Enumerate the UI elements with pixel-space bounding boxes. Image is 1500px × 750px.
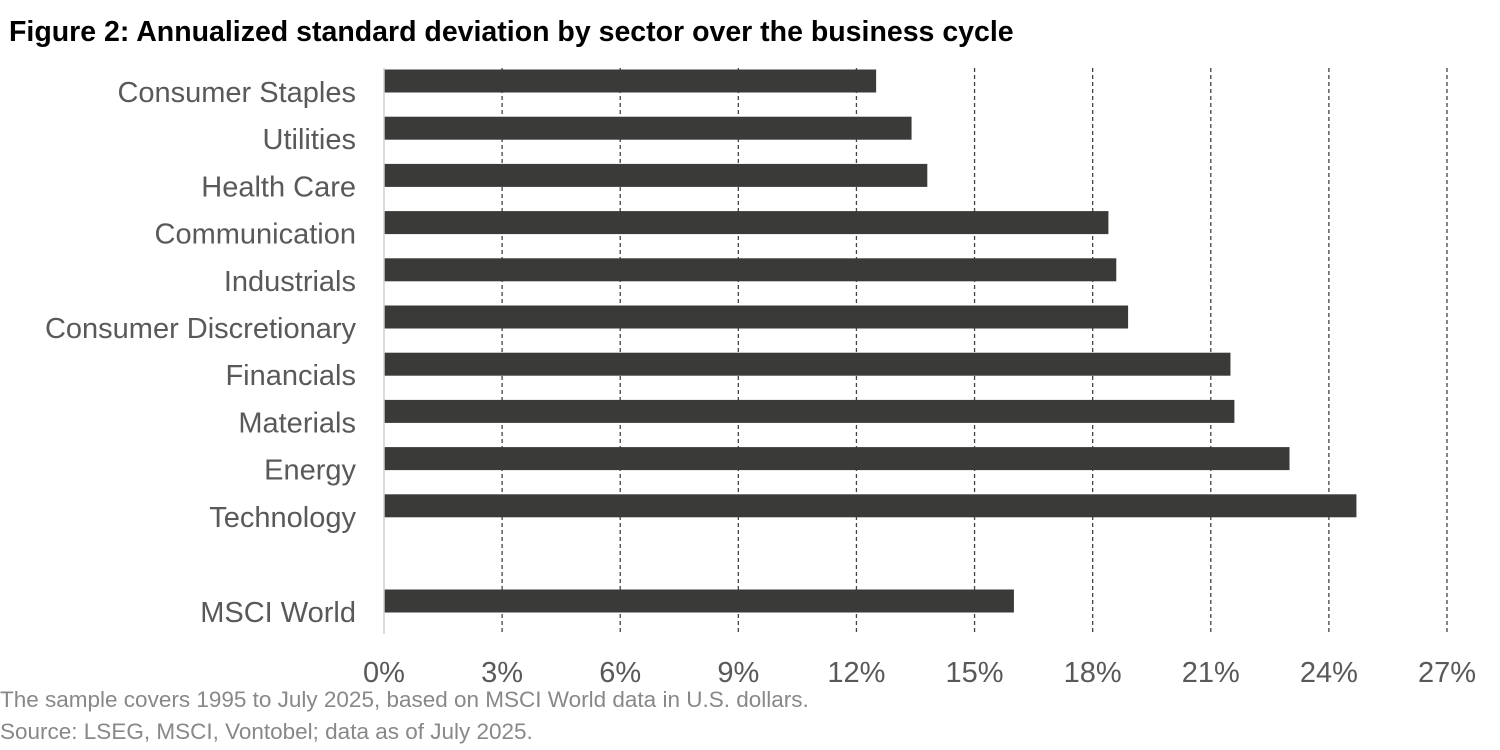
category-label-consumer-discretionary: Consumer Discretionary	[45, 313, 357, 345]
bar-msci-world	[384, 589, 1014, 613]
category-label-financials: Financials	[225, 360, 356, 392]
bar-utilities	[384, 116, 912, 140]
x-tick-label: 18%	[1064, 657, 1122, 689]
bars	[384, 69, 1357, 613]
category-label-industrials: Industrials	[224, 266, 356, 298]
bar-chart: Consumer Staples Utilities Health Care Comm…	[45, 68, 1476, 689]
x-tick-label: 6%	[599, 657, 641, 689]
category-label-utilities: Utilities	[263, 124, 356, 156]
source-note: Source: LSEG, MSCI, Vontobel; data as of…	[0, 719, 533, 744]
bar-industrials	[384, 258, 1117, 282]
bar-health-care	[384, 163, 928, 187]
x-tick-label: 9%	[717, 657, 759, 689]
bar-technology	[384, 494, 1357, 518]
x-tick-label: 3%	[481, 657, 523, 689]
category-label-technology: Technology	[209, 502, 356, 534]
category-label-materials: Materials	[238, 407, 356, 439]
category-label-health-care: Health Care	[201, 171, 356, 203]
x-tick-label: 0%	[363, 657, 405, 689]
category-label-communication: Communication	[155, 219, 356, 251]
x-tick-label: 24%	[1300, 657, 1358, 689]
category-labels: Consumer Staples Utilities Health Care Comm…	[45, 77, 357, 629]
x-axis-tick-labels: 0% 3% 6% 9% 12% 15% 18% 21% 24% 27%	[363, 657, 1476, 689]
x-tick-label: 15%	[946, 657, 1004, 689]
gridlines	[501, 68, 1448, 634]
category-label-consumer-staples: Consumer Staples	[117, 77, 356, 109]
chart-title: Figure 2: Annualized standard deviation …	[9, 16, 1014, 48]
sample-note: The sample covers 1995 to July 2025, bas…	[0, 687, 809, 712]
bar-materials	[384, 399, 1235, 423]
category-label-energy: Energy	[264, 455, 356, 487]
bar-financials	[384, 352, 1231, 376]
bar-energy	[384, 447, 1290, 471]
bar-communication	[384, 211, 1109, 235]
x-tick-label: 21%	[1182, 657, 1240, 689]
x-tick-label: 27%	[1418, 657, 1476, 689]
category-label-msci-world: MSCI World	[200, 597, 356, 629]
x-tick-label: 12%	[827, 657, 885, 689]
bar-consumer-discretionary	[384, 305, 1129, 329]
bar-consumer-staples	[384, 69, 877, 93]
